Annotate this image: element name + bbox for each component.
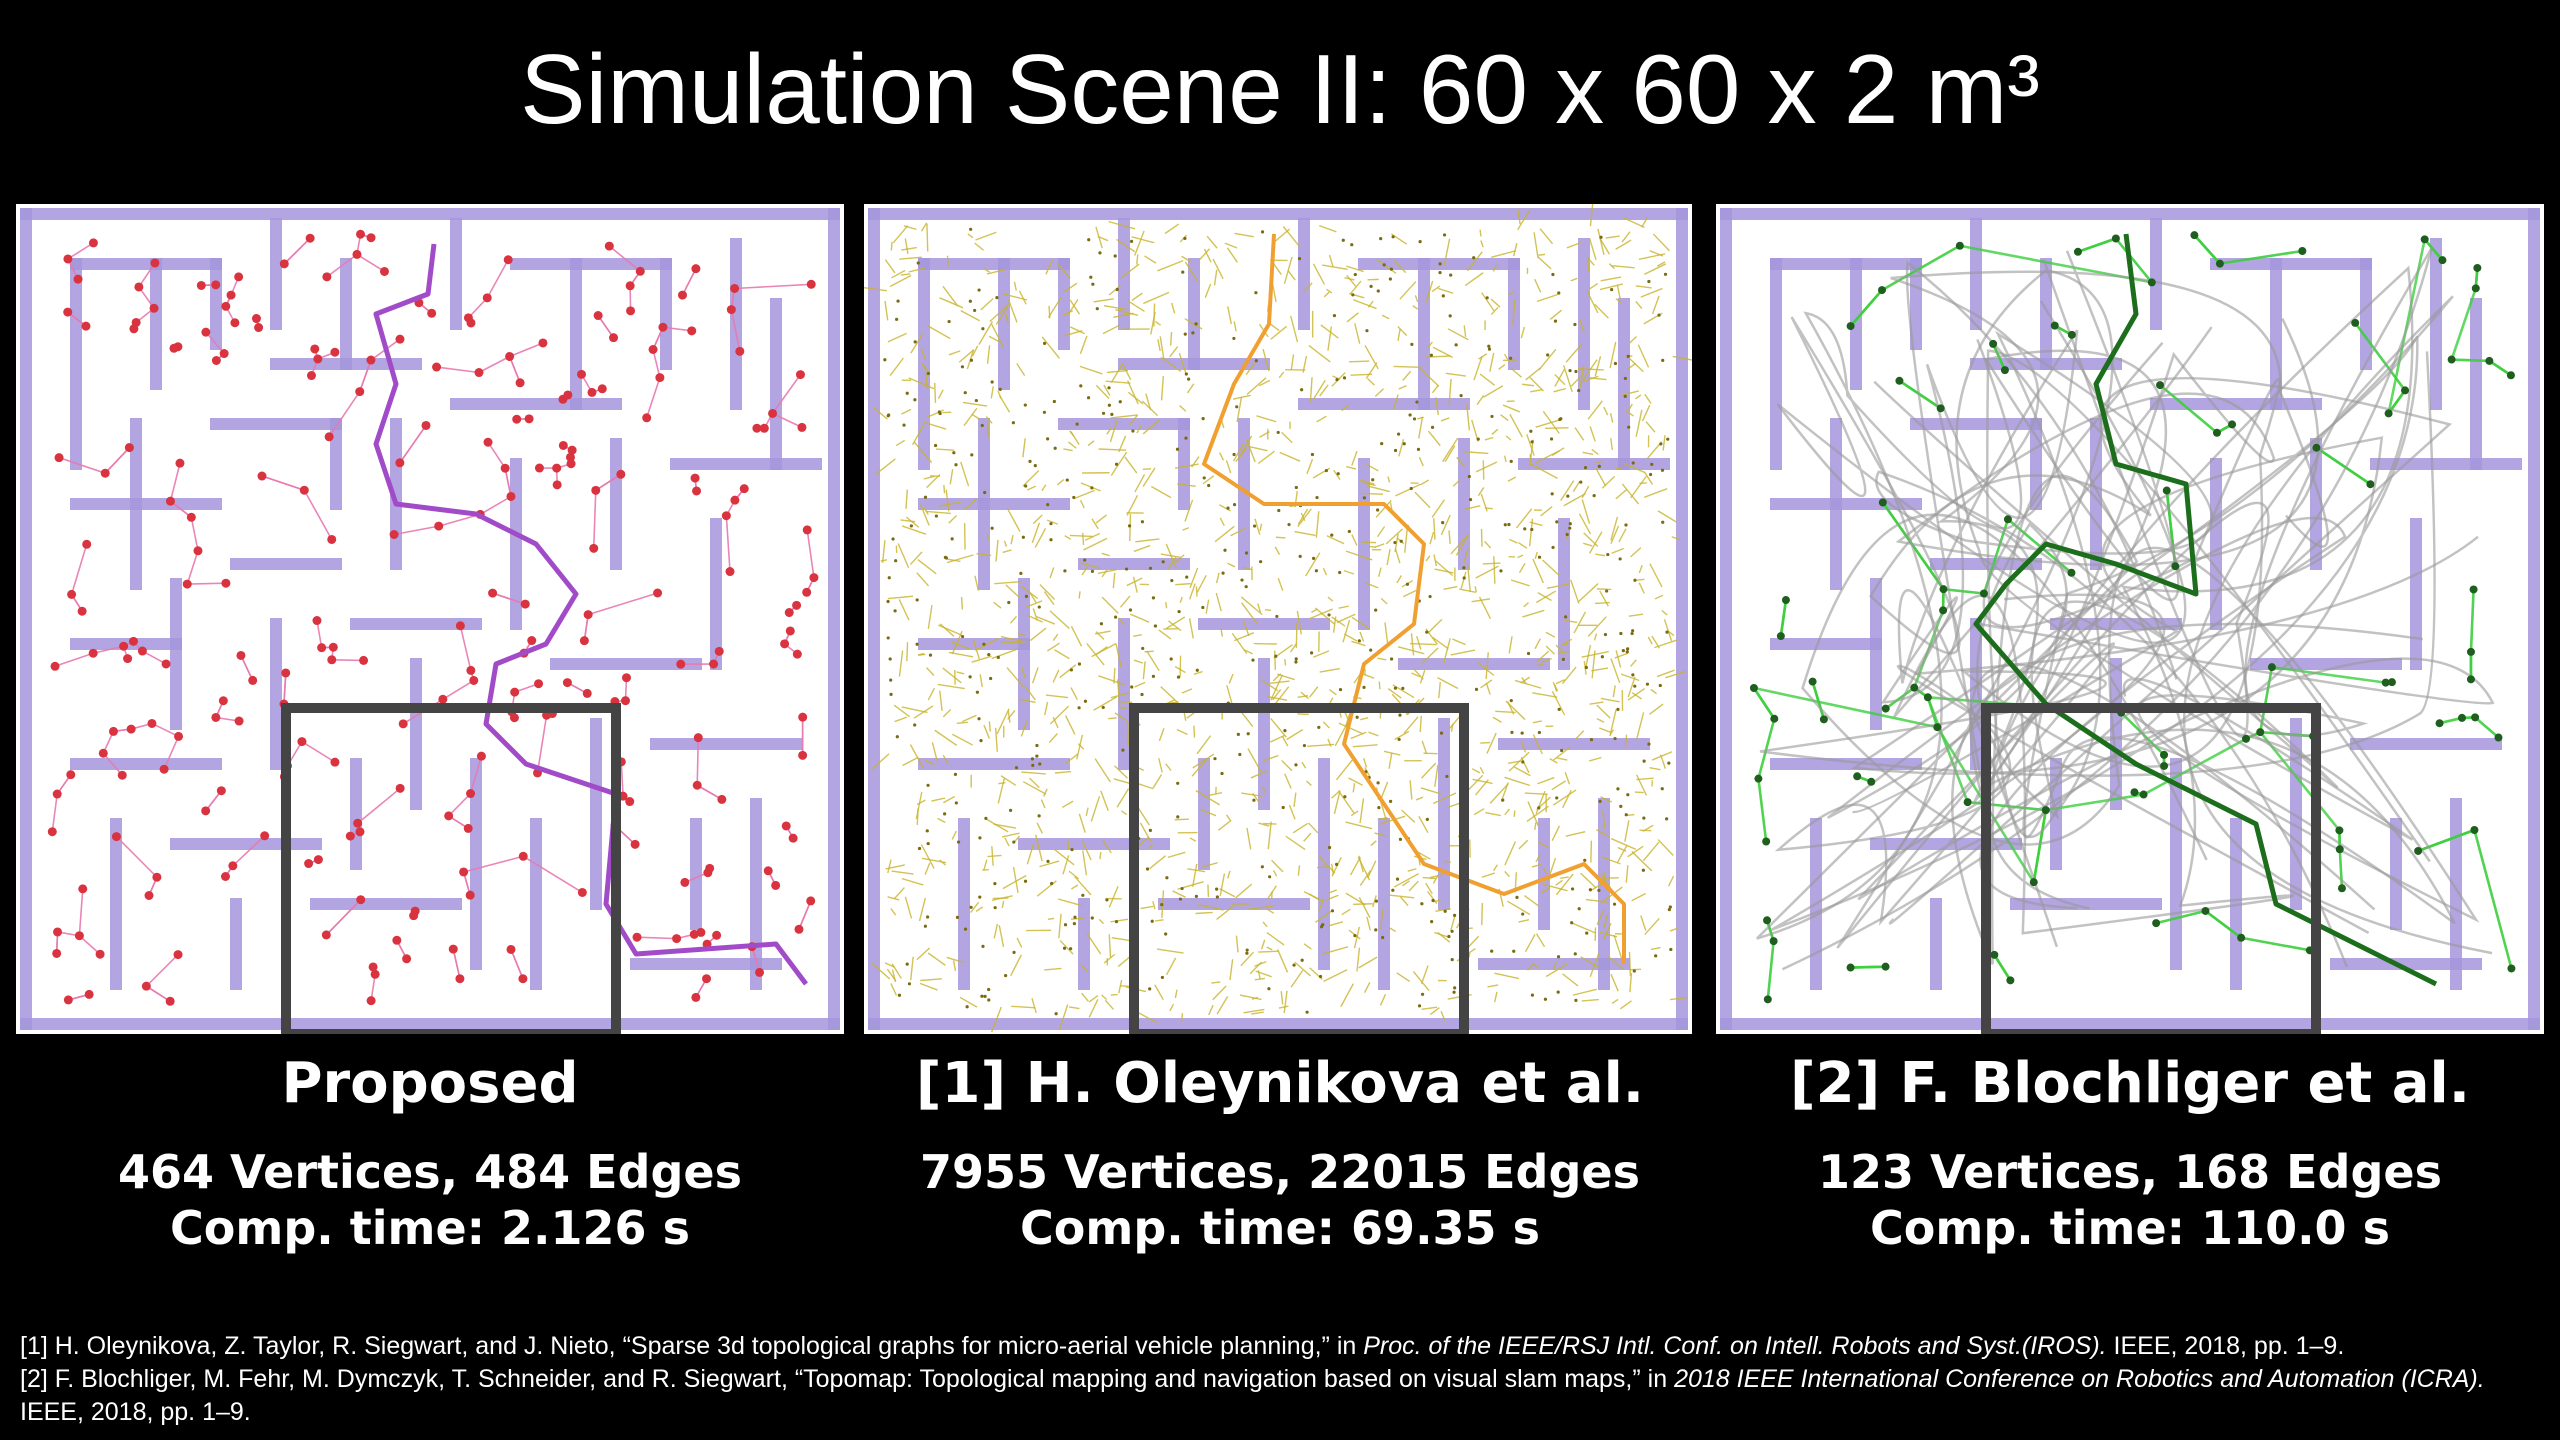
oleynikova-map <box>864 204 1692 1034</box>
zoom-box <box>1981 703 2321 1034</box>
highlighted-path <box>1973 233 2438 987</box>
reference-1: [1] H. Oleynikova, Z. Taylor, R. Siegwar… <box>20 1330 2540 1363</box>
ref2-text: [2] F. Blochliger, M. Fehr, M. Dymczyk, … <box>20 1365 1675 1393</box>
comp-time: Comp. time: 110.0 s <box>1870 1201 2390 1255</box>
graph <box>1749 231 2516 1004</box>
graph <box>864 204 1692 1033</box>
method-name: Proposed <box>281 1051 579 1116</box>
ref1-tail: IEEE, 2018, pp. 1–9. <box>2106 1332 2345 1360</box>
vertices-edges: 464 Vertices, 484 Edges <box>118 1145 742 1199</box>
vertices-edges: 123 Vertices, 168 Edges <box>1818 1145 2442 1199</box>
oleynikova-map-panel <box>864 204 1692 1034</box>
blochliger-caption: [2] F. Blochliger et al. 123 Vertices, 1… <box>1680 1052 2560 1256</box>
comp-time: Comp. time: 69.35 s <box>1020 1201 1540 1255</box>
vertices-edges: 7955 Vertices, 22015 Edges <box>919 1145 1640 1199</box>
zoom-box <box>1129 703 1469 1034</box>
references: [1] H. Oleynikova, Z. Taylor, R. Siegwar… <box>20 1330 2540 1429</box>
reference-2: [2] F. Blochliger, M. Fehr, M. Dymczyk, … <box>20 1363 2540 1429</box>
highlighted-path <box>1202 233 1626 964</box>
oleynikova-caption: [1] H. Oleynikova et al. 7955 Vertices, … <box>830 1052 1730 1256</box>
blochliger-map <box>1716 204 2544 1034</box>
ref1-text: [1] H. Oleynikova, Z. Taylor, R. Siegwar… <box>20 1332 1364 1360</box>
proposed-map <box>16 204 844 1034</box>
ref2-venue: 2018 IEEE International Conference on Ro… <box>1674 1365 2485 1393</box>
proposed-map-panel <box>16 204 844 1034</box>
slide-title: Simulation Scene II: 60 x 60 x 2 m³ <box>520 34 2040 144</box>
ref1-venue: Proc. of the IEEE/RSJ Intl. Conf. on Int… <box>1363 1332 2107 1360</box>
proposed-caption: Proposed 464 Vertices, 484 Edges Comp. t… <box>0 1052 880 1256</box>
method-name: [1] H. Oleynikova et al. <box>915 1051 1645 1116</box>
method-name: [2] F. Blochliger et al. <box>1790 1051 2470 1116</box>
ref2-tail: IEEE, 2018, pp. 1–9. <box>20 1398 251 1426</box>
comp-time: Comp. time: 2.126 s <box>170 1201 690 1255</box>
zoom-box <box>281 703 621 1034</box>
blochliger-map-panel <box>1716 204 2544 1034</box>
graph <box>47 229 819 1006</box>
